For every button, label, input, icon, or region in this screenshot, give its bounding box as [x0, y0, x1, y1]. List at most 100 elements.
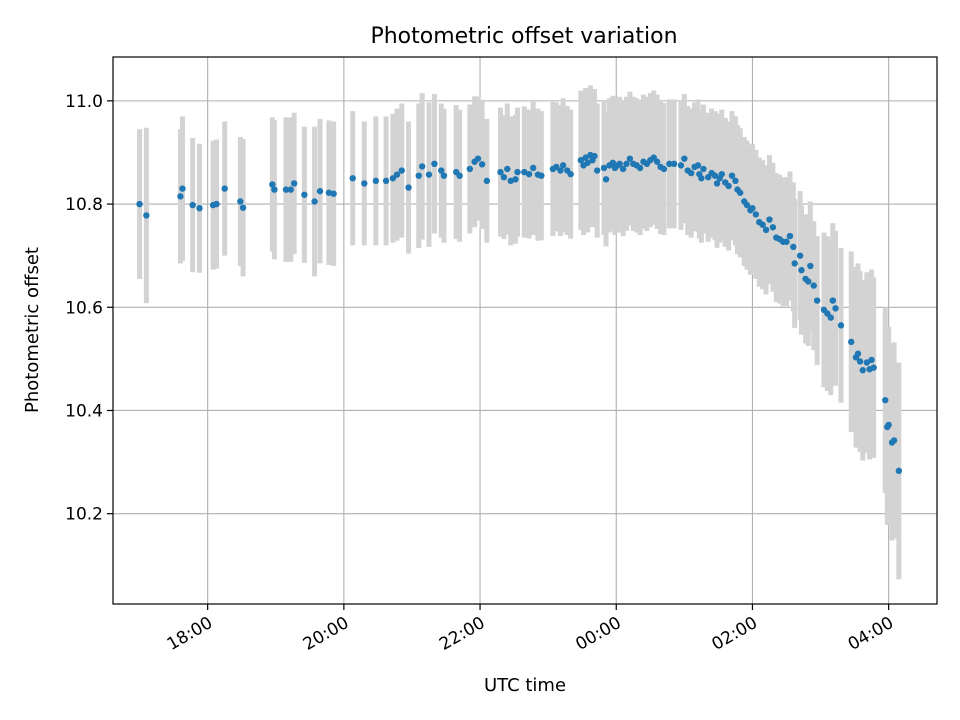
data-point: [602, 176, 610, 183]
data-point: [728, 172, 736, 179]
data-point: [666, 160, 673, 168]
data-point: [440, 172, 448, 179]
data-point: [626, 155, 634, 162]
x-tick-label: 04:00: [845, 613, 897, 655]
data-point: [398, 167, 405, 174]
data-point: [301, 191, 308, 198]
data-point: [619, 165, 627, 173]
data-point: [582, 154, 589, 161]
data-point: [732, 177, 739, 185]
data-point: [136, 200, 143, 208]
data-point: [870, 364, 877, 371]
data-point: [514, 168, 521, 176]
x-tick-label: 02:00: [709, 613, 761, 655]
data-point: [827, 314, 834, 321]
x-tick-label: 20:00: [300, 613, 352, 655]
data-point: [829, 297, 837, 304]
y-tick-label: 10.8: [65, 195, 103, 215]
data-point: [221, 185, 228, 192]
data-point: [790, 243, 797, 251]
y-tick-label: 10.6: [65, 298, 103, 318]
data-point: [478, 161, 486, 168]
data-point: [713, 180, 721, 187]
data-point: [743, 201, 751, 209]
data-point: [677, 162, 685, 169]
data-point: [456, 172, 463, 179]
y-axis-label: Photometric offset: [22, 247, 43, 413]
data-point: [330, 190, 337, 197]
data-point: [418, 163, 426, 170]
data-point: [868, 356, 875, 364]
data-point: [681, 155, 688, 162]
data-point: [584, 159, 591, 166]
y-tick-label: 10.4: [65, 401, 103, 421]
data-point: [529, 164, 537, 172]
data-point: [239, 204, 247, 211]
data-point: [813, 297, 821, 304]
data-point: [832, 305, 839, 312]
chart-title: Photometric offset variation: [370, 24, 677, 49]
data-point: [177, 193, 184, 200]
data-point: [361, 180, 368, 187]
data-point: [718, 170, 726, 178]
data-point: [269, 181, 276, 188]
data-point: [382, 177, 390, 185]
data-point: [593, 167, 601, 174]
data-point: [700, 165, 707, 173]
data-point: [311, 198, 318, 205]
data-point: [882, 396, 889, 404]
data-point: [349, 175, 356, 182]
x-axis-label: UTC time: [484, 675, 566, 696]
data-point: [521, 168, 528, 176]
data-point: [698, 175, 705, 182]
data-point: [807, 262, 814, 270]
data-point: [483, 177, 491, 185]
data-point: [271, 186, 278, 193]
data-point: [282, 186, 290, 193]
x-axis: 18:00 20:00 22:00 00:00 02:00 04:00: [164, 604, 897, 655]
data-point: [287, 186, 294, 193]
data-point: [196, 204, 203, 212]
x-tick-label: 18:00: [164, 613, 216, 655]
data-point: [890, 437, 898, 444]
data-point: [856, 358, 864, 365]
data-point: [431, 160, 438, 168]
data-point: [237, 198, 244, 205]
data-point: [538, 172, 545, 179]
data-point: [885, 421, 892, 429]
data-point: [736, 189, 744, 196]
x-tick-label: 22:00: [436, 613, 488, 655]
data-point: [859, 367, 866, 374]
data-point: [600, 164, 608, 172]
data-point: [405, 184, 412, 191]
data-point: [752, 211, 760, 218]
data-point: [525, 170, 533, 178]
data-point: [415, 172, 422, 179]
data-point: [783, 238, 790, 245]
data-point: [567, 170, 574, 178]
data-point: [609, 159, 617, 166]
data-point: [791, 260, 798, 267]
data-points: [136, 151, 903, 475]
data-point: [798, 266, 805, 274]
data-point: [694, 162, 702, 169]
data-point: [762, 226, 770, 234]
data-point: [557, 167, 564, 174]
data-point: [805, 278, 812, 285]
data-point: [474, 155, 482, 162]
data-point: [616, 160, 623, 168]
data-point: [393, 171, 401, 178]
data-point: [711, 172, 719, 179]
data-point: [769, 224, 777, 231]
data-point: [854, 350, 862, 357]
data-point: [670, 160, 678, 168]
data-point: [725, 182, 732, 190]
data-point: [438, 167, 445, 174]
data-point: [653, 158, 661, 165]
data-point: [759, 221, 766, 228]
data-point: [512, 176, 519, 183]
data-point: [497, 168, 504, 176]
data-point: [687, 169, 695, 177]
data-point: [504, 165, 511, 173]
data-point: [179, 185, 186, 192]
